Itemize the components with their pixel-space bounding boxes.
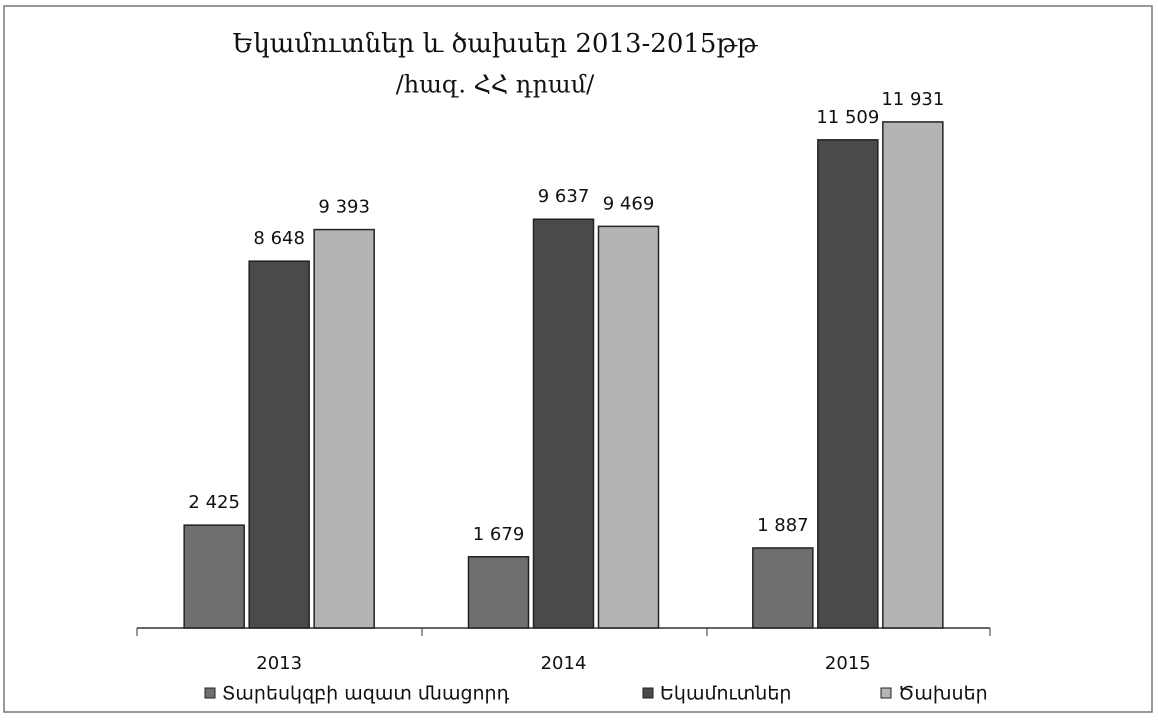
- data-label: 1 679: [473, 524, 525, 545]
- bar: [752, 547, 814, 629]
- data-label: 11 509: [816, 107, 879, 128]
- data-label: 9 393: [318, 197, 370, 218]
- data-label: 2 425: [188, 492, 240, 513]
- bar: [467, 556, 530, 629]
- legend-swatch: [880, 687, 892, 699]
- legend-label: Տարեսկզբի ազատ մնացորդ: [222, 683, 510, 705]
- bar: [313, 228, 375, 629]
- bar: [817, 139, 879, 629]
- data-label: 11 931: [881, 89, 944, 110]
- chart-subtitle: /հազ. ՀՀ դրամ/: [396, 71, 595, 99]
- legend-swatch: [204, 687, 216, 699]
- x-tick-label: 2014: [541, 653, 587, 674]
- bar: [248, 260, 310, 629]
- bar: [183, 524, 245, 629]
- x-tick-label: 2013: [256, 653, 302, 674]
- legend-label: Եկամուտներ: [660, 683, 791, 705]
- data-label: 1 887: [757, 515, 809, 536]
- chart-title: Եկամուտներ և ծախսեր 2013-2015թթ: [232, 29, 758, 59]
- x-tick-label: 2015: [825, 653, 871, 674]
- legend-label: Ծախսեր: [898, 683, 988, 705]
- bar: [597, 225, 660, 629]
- legend-swatch: [642, 687, 654, 699]
- bar: [532, 218, 595, 629]
- data-label: 9 469: [603, 193, 655, 214]
- bar: [882, 121, 944, 629]
- data-label: 9 637: [538, 186, 590, 207]
- data-label: 8 648: [253, 228, 305, 249]
